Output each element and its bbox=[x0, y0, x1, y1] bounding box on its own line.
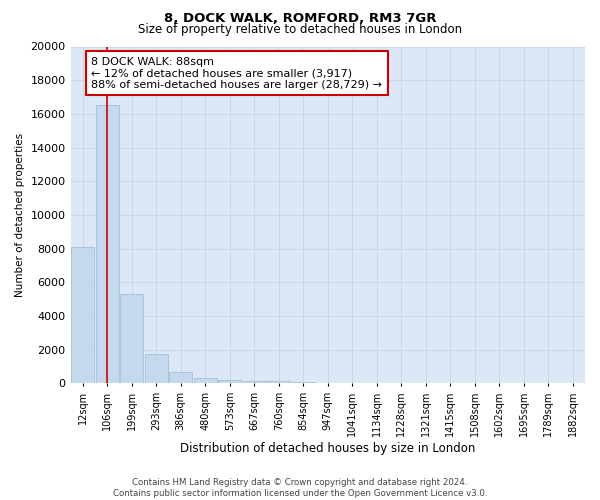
Text: Contains HM Land Registry data © Crown copyright and database right 2024.
Contai: Contains HM Land Registry data © Crown c… bbox=[113, 478, 487, 498]
Bar bbox=[218, 380, 241, 384]
Bar bbox=[292, 382, 314, 384]
Bar bbox=[268, 381, 290, 384]
Text: 8 DOCK WALK: 88sqm
← 12% of detached houses are smaller (3,917)
88% of semi-deta: 8 DOCK WALK: 88sqm ← 12% of detached hou… bbox=[91, 56, 382, 90]
X-axis label: Distribution of detached houses by size in London: Distribution of detached houses by size … bbox=[180, 442, 475, 455]
Y-axis label: Number of detached properties: Number of detached properties bbox=[15, 133, 25, 297]
Bar bbox=[121, 294, 143, 384]
Bar bbox=[243, 380, 266, 384]
Bar bbox=[145, 354, 167, 384]
Text: Size of property relative to detached houses in London: Size of property relative to detached ho… bbox=[138, 24, 462, 36]
Text: 8, DOCK WALK, ROMFORD, RM3 7GR: 8, DOCK WALK, ROMFORD, RM3 7GR bbox=[164, 12, 436, 26]
Bar bbox=[169, 372, 192, 384]
Bar bbox=[194, 378, 217, 384]
Bar bbox=[96, 106, 119, 384]
Bar bbox=[71, 247, 94, 384]
